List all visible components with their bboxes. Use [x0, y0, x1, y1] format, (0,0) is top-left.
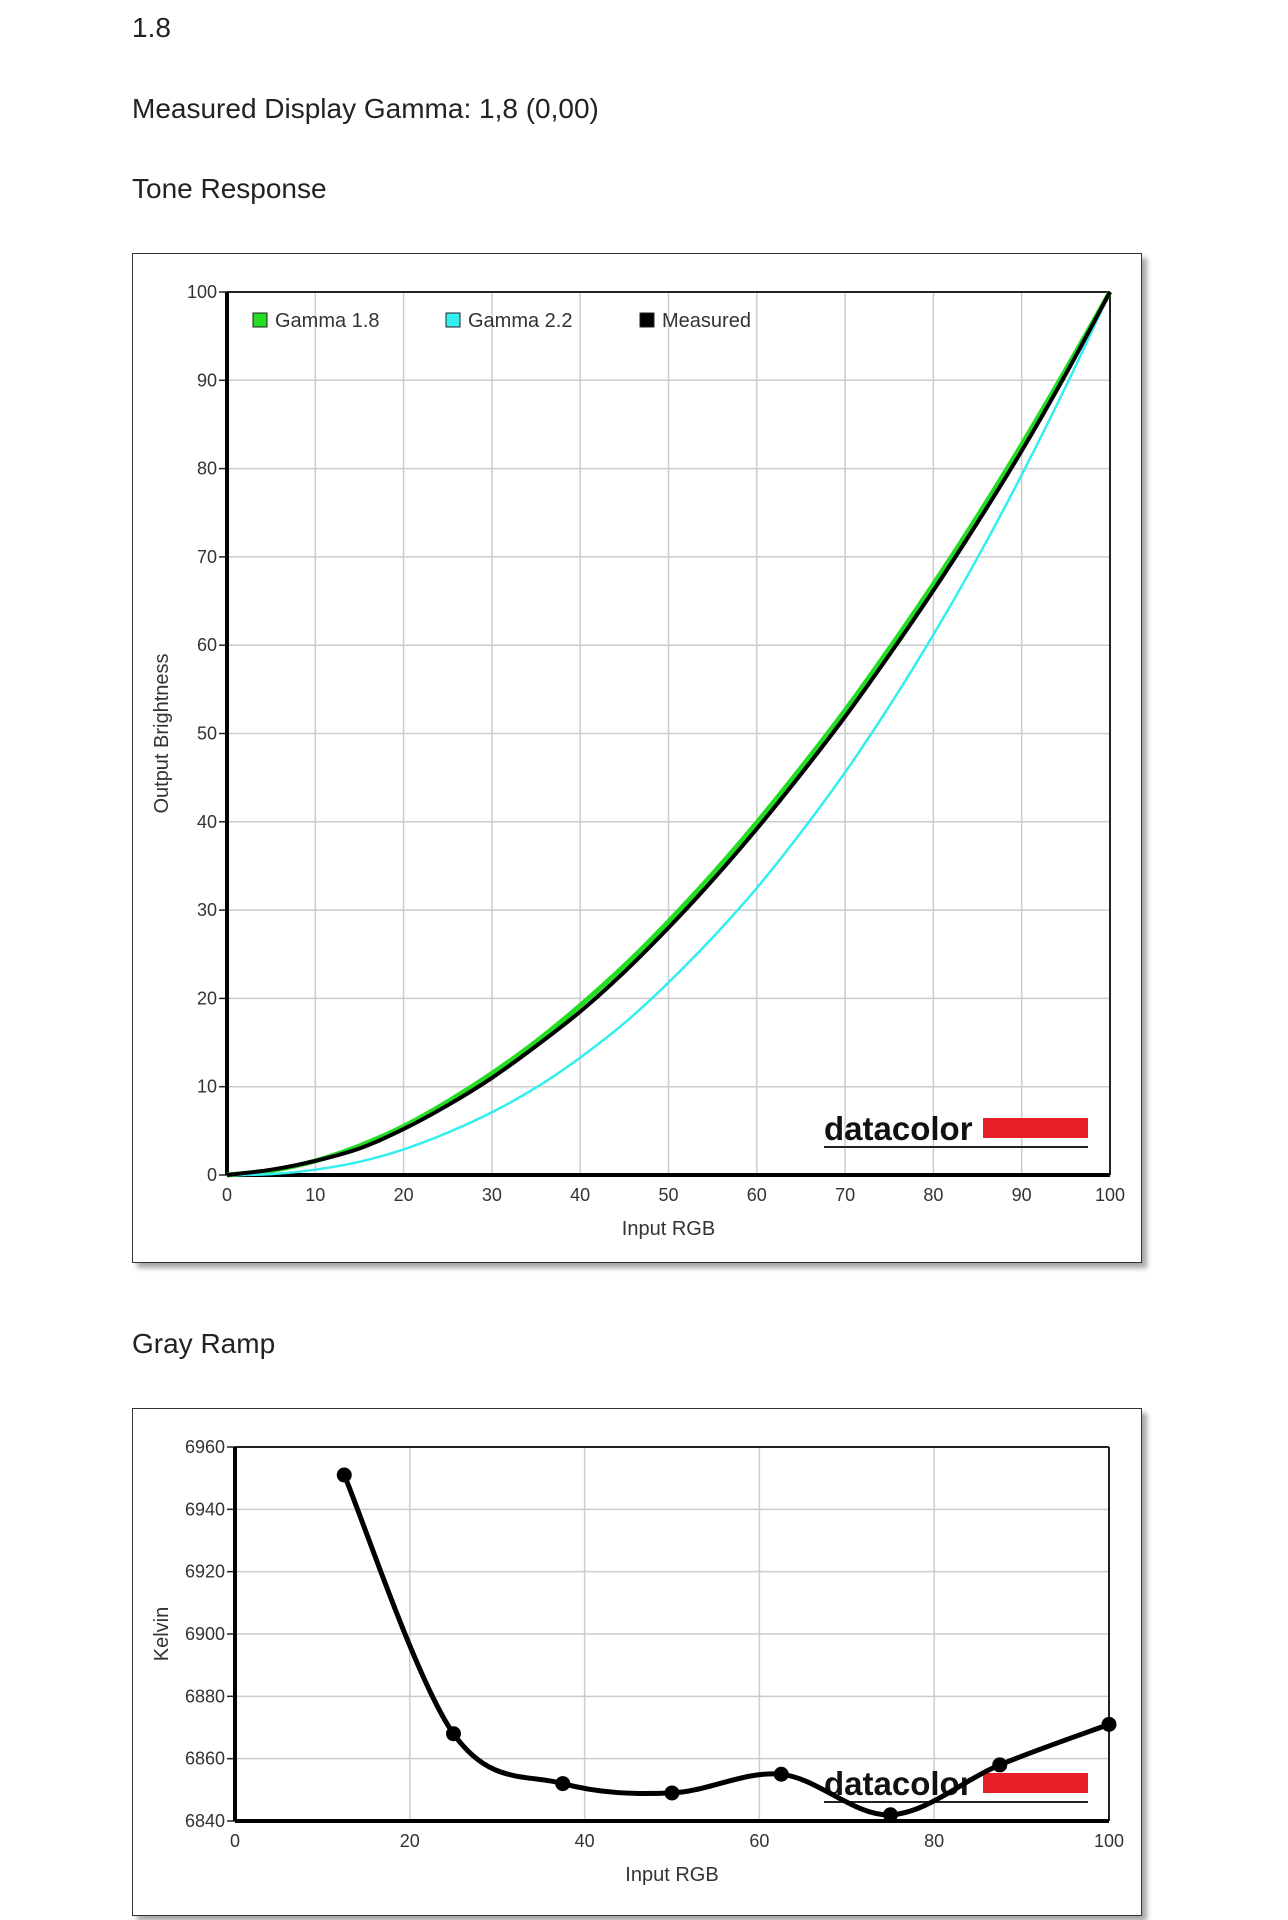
gray-data-point [664, 1785, 680, 1801]
gray-y-axis-title: Kelvin [151, 1607, 173, 1661]
gray-ramp-heading: Gray Ramp [132, 1328, 276, 1359]
tone-x-tick-label: 20 [394, 1185, 414, 1205]
tone-series-measured [226, 291, 1112, 1177]
gray-y-tick-label: 6940 [185, 1499, 225, 1519]
gray-x-tick-label: 0 [230, 1831, 240, 1851]
tone-y-tick-label: 30 [197, 900, 217, 920]
gray-y-tick-label: 6920 [185, 1562, 225, 1582]
tone-y-axis-title: Output Brightness [151, 653, 173, 813]
datacolor-logo-text: datacolor [824, 1110, 973, 1147]
gray-ramp-chart: 0 20 40 60 80 100 6840 6860 6880 6900 6920 6940 6960… [132, 1408, 1142, 1916]
tone-response-svg: 0 10 20 30 40 50 60 70 80 90 100 0 10 20 30 40 50 60 70 80 9… [151, 282, 1125, 1240]
tone-x-tick-label: 40 [570, 1185, 590, 1205]
tone-x-tick-label: 70 [835, 1185, 855, 1205]
gray-y-tick-label: 6860 [185, 1749, 225, 1769]
measured-display-gamma: Measured Display Gamma: 1,8 (0,00) [132, 93, 599, 124]
tone-x-axis-title: Input RGB [622, 1218, 715, 1240]
tone-y-tick-label: 10 [197, 1077, 217, 1097]
tone-y-tick-label: 100 [187, 282, 217, 302]
gray-y-tick-label: 6880 [185, 1686, 225, 1706]
tone-x-tick-label: 10 [305, 1185, 325, 1205]
gray-series-series-0 [341, 1474, 1110, 1818]
tone-x-tick-label: 90 [1012, 1185, 1032, 1205]
datacolor-logo-bar [983, 1118, 1088, 1138]
tone-y-tick-label: 70 [197, 547, 217, 567]
tone-legend-label: Gamma 1.8 [275, 310, 379, 332]
tone-response-chart: 0 10 20 30 40 50 60 70 80 90 100 0 10 20 30 40 50 60 70 80 9… [132, 253, 1142, 1263]
tone-x-tick-label: 50 [658, 1185, 678, 1205]
gray-x-tick-label: 20 [400, 1831, 420, 1851]
tone-legend-swatch [639, 312, 655, 328]
gray-x-tick-label: 100 [1094, 1831, 1124, 1851]
tone-x-tick-label: 100 [1095, 1185, 1125, 1205]
datacolor-logo-bar [983, 1773, 1088, 1793]
gray-x-tick-label: 60 [749, 1831, 769, 1851]
tone-x-tick-label: 30 [482, 1185, 502, 1205]
tone-series-gamma-2-2 [226, 291, 1112, 1177]
gray-y-tick-label: 6960 [185, 1437, 225, 1457]
gray-data-point [555, 1776, 571, 1792]
tone-x-tick-label: 60 [747, 1185, 767, 1205]
gray-data-point [1101, 1716, 1117, 1732]
tone-response-heading: Tone Response [132, 173, 327, 204]
gamma-target: 1.8 [132, 12, 171, 43]
gray-data-point [336, 1467, 352, 1483]
gray-data-point [773, 1766, 789, 1782]
gray-data-point [446, 1726, 461, 1742]
tone-y-tick-label: 0 [207, 1165, 217, 1185]
gray-x-tick-label: 40 [575, 1831, 595, 1851]
gray-data-point [883, 1807, 898, 1823]
tone-series-gamma-1-8 [226, 290, 1113, 1178]
tone-y-tick-label: 20 [197, 988, 217, 1008]
gray-ramp-svg: 0 20 40 60 80 100 6840 6860 6880 6900 6920 6940 6960… [151, 1437, 1124, 1886]
tone-legend-swatch [445, 312, 461, 328]
gray-x-tick-label: 80 [924, 1831, 944, 1851]
tone-legend-label: Measured [662, 310, 751, 332]
tone-legend-label: Gamma 2.2 [468, 310, 572, 332]
gray-y-tick-label: 6840 [185, 1811, 225, 1831]
gray-x-axis-title: Input RGB [625, 1864, 718, 1886]
tone-y-tick-label: 40 [197, 812, 217, 832]
datacolor-logo-text: datacolor [824, 1765, 973, 1802]
tone-y-tick-label: 90 [197, 370, 217, 390]
tone-x-tick-label: 80 [923, 1185, 943, 1205]
tone-x-tick-label: 0 [222, 1185, 232, 1205]
tone-y-tick-label: 50 [197, 724, 217, 744]
gray-data-point [992, 1757, 1008, 1773]
tone-y-tick-label: 80 [197, 459, 217, 479]
tone-y-tick-label: 60 [197, 635, 217, 655]
tone-legend-swatch [252, 312, 268, 328]
gray-y-tick-label: 6900 [185, 1624, 225, 1644]
